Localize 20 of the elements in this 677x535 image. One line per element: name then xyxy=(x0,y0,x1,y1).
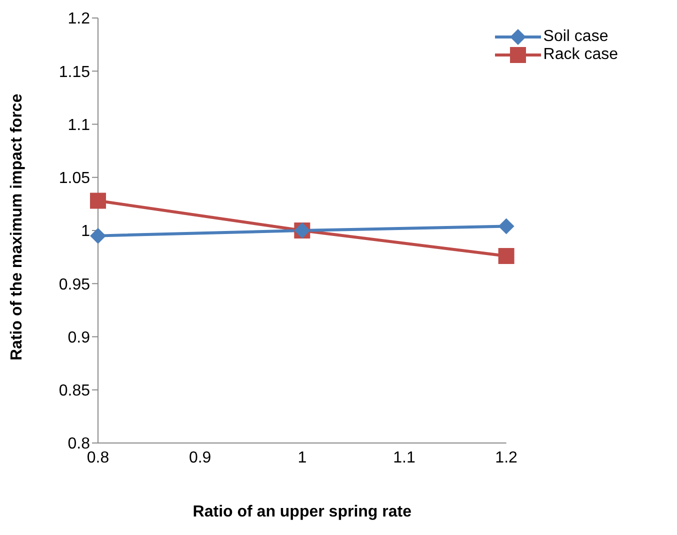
y-tick-label: 1.1 xyxy=(68,116,90,134)
x-axis-title: Ratio of an upper spring rate xyxy=(192,503,412,520)
point xyxy=(90,192,106,209)
point xyxy=(90,228,106,244)
x-tick-label: 0.9 xyxy=(188,449,212,466)
point xyxy=(498,218,514,234)
point xyxy=(498,248,514,264)
x-tick-label: 1 xyxy=(298,449,307,466)
y-tick-label: 0.85 xyxy=(58,382,90,400)
x-tick-label: 1.2 xyxy=(495,449,518,466)
y-tick-label: 1.2 xyxy=(68,10,90,28)
y-tick-label: 1.15 xyxy=(58,64,90,81)
y-tick-label: 1.05 xyxy=(58,170,90,188)
y-axis-title: Ratio of the maximum impact force xyxy=(8,94,26,360)
y-tick-label: 0.95 xyxy=(58,276,90,294)
x-tick-label: 1.1 xyxy=(393,449,416,466)
y-tick-label: 0.9 xyxy=(68,329,90,346)
y-tick-label: 1 xyxy=(81,223,90,240)
legend-label: Soil case xyxy=(542,28,608,45)
legend-label: Rack case xyxy=(542,46,618,63)
